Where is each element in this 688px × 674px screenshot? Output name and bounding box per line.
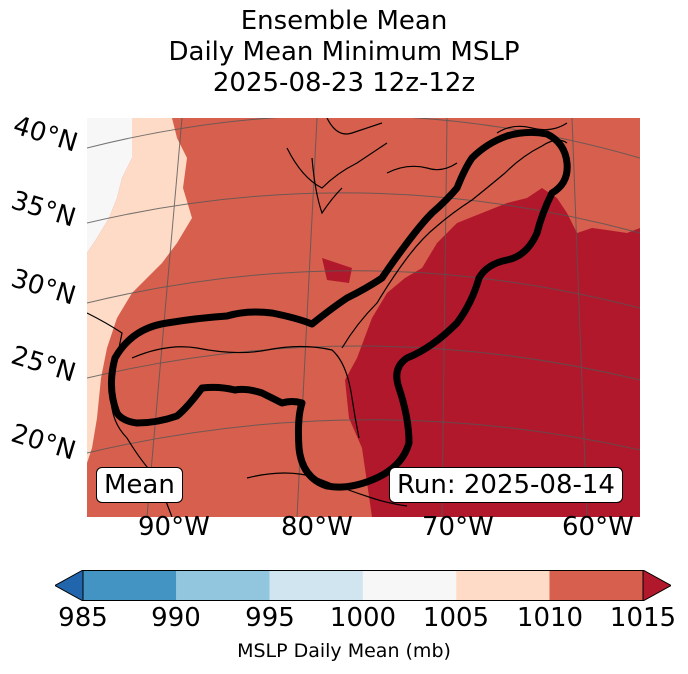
cbar-tick-1015: 1015 bbox=[609, 603, 677, 633]
lat-label-40: 40°N bbox=[9, 110, 82, 159]
cbar-frame bbox=[82, 570, 644, 601]
graticule bbox=[87, 118, 640, 517]
mean-label-box: Mean bbox=[96, 467, 183, 503]
lat-label-20: 20°N bbox=[7, 418, 80, 467]
cbar-1005-1010 bbox=[456, 570, 550, 601]
cbar-tick-985: 985 bbox=[58, 603, 108, 633]
lon-label-60w: 60°W bbox=[562, 512, 634, 542]
cbar-extend-above bbox=[642, 570, 671, 601]
title-line-2: Daily Mean Minimum MSLP bbox=[168, 37, 520, 67]
cbar-1000-1005 bbox=[362, 570, 457, 601]
run-date-box: Run: 2025-08-14 bbox=[389, 467, 623, 503]
cbar-extend-below bbox=[55, 570, 84, 601]
ensemble-contour bbox=[108, 128, 571, 491]
title-line-1: Ensemble Mean bbox=[240, 6, 448, 36]
cbar-tick-1010: 1010 bbox=[516, 603, 584, 633]
chart-title: Ensemble Mean Daily Mean Minimum MSLP 20… bbox=[0, 6, 688, 99]
cbar-985-990 bbox=[83, 570, 177, 601]
lat-label-30: 30°N bbox=[7, 263, 80, 312]
lat-label-35: 35°N bbox=[7, 185, 80, 234]
cbar-995-1000 bbox=[269, 570, 363, 601]
mslp-map bbox=[87, 118, 640, 517]
coastlines bbox=[87, 118, 568, 517]
cbar-tick-1005: 1005 bbox=[422, 603, 490, 633]
lon-label-70w: 70°W bbox=[422, 512, 494, 542]
cbar-1010-1015 bbox=[549, 570, 643, 601]
cbar-tick-1000: 1000 bbox=[329, 603, 397, 633]
title-line-3: 2025-08-23 12z-12z bbox=[212, 68, 476, 98]
cbar-tick-995: 995 bbox=[245, 603, 295, 633]
colorbar bbox=[55, 570, 671, 601]
field-above-1015 bbox=[345, 188, 640, 517]
field-1000-1005 bbox=[87, 118, 132, 253]
lat-label-25: 25°N bbox=[7, 340, 80, 389]
cbar-tick-990: 990 bbox=[151, 603, 201, 633]
field-1005-1010-west bbox=[87, 118, 192, 463]
cbar-990-995 bbox=[176, 570, 270, 601]
lon-label-80w: 80°W bbox=[281, 512, 353, 542]
colorbar-label: MSLP Daily Mean (mb) bbox=[237, 640, 451, 662]
lon-label-90w: 90°W bbox=[138, 512, 210, 542]
